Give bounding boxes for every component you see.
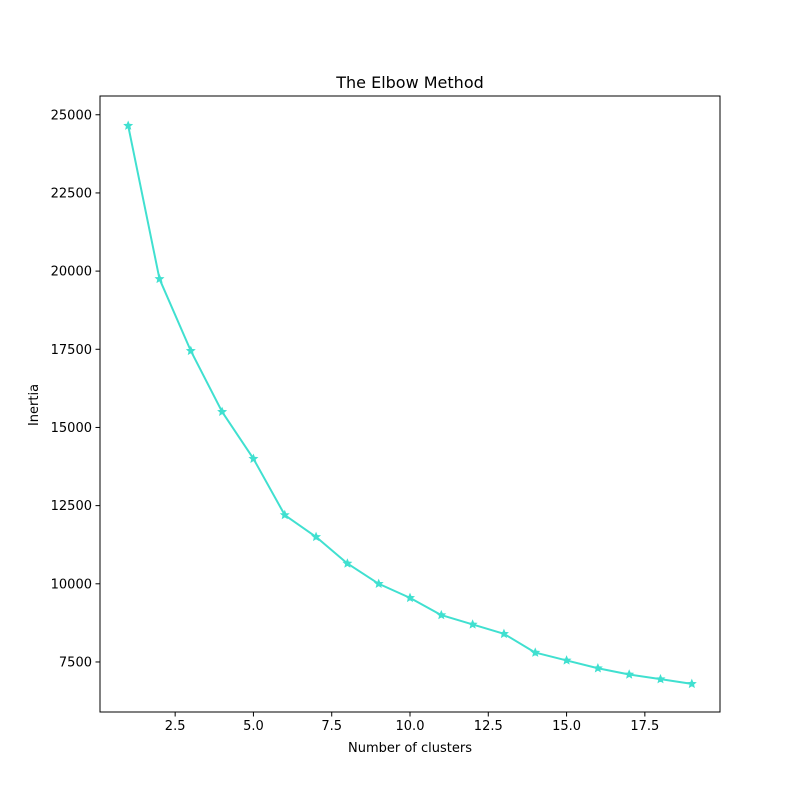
x-tick-label: 2.5 (165, 719, 186, 734)
data-point-star (311, 531, 322, 542)
data-point-star (436, 609, 447, 620)
data-point-star (279, 509, 290, 520)
data-point-star (592, 662, 603, 673)
x-tick-label: 15.0 (552, 719, 581, 734)
data-point-star (498, 628, 509, 639)
data-point-star (530, 647, 541, 657)
y-tick-label: 15000 (51, 421, 92, 436)
data-point-star (405, 592, 415, 603)
data-point-star (624, 669, 635, 679)
data-point-star (154, 273, 165, 284)
y-tick-label: 12500 (51, 499, 92, 514)
y-tick-label: 17500 (51, 343, 92, 358)
y-tick-label: 7500 (59, 655, 92, 670)
x-tick-label: 7.5 (321, 719, 342, 734)
chart-title: The Elbow Method (335, 73, 484, 92)
x-tick-label: 10.0 (396, 719, 425, 734)
data-point-star (248, 453, 259, 463)
data-point-star (217, 406, 228, 417)
data-point-star (686, 678, 697, 689)
data-point-star (123, 120, 134, 130)
data-point-star (467, 619, 478, 629)
data-point-star (342, 558, 353, 568)
x-tick-label: 12.5 (474, 719, 503, 734)
plot-area: 2.5 5.0 7.5 10.0 12.5 15.0 17.5 7500 10000 12500 1… (51, 95, 721, 734)
y-axis-label: Inertia (27, 384, 42, 426)
data-point-star (655, 673, 666, 684)
y-tick-label: 25000 (51, 108, 92, 123)
x-tick-label: 5.0 (243, 719, 264, 734)
data-point-star (185, 345, 196, 356)
y-tick-label: 20000 (51, 265, 92, 280)
x-axis-label: Number of clusters (348, 741, 472, 756)
y-tick-label: 10000 (51, 577, 92, 592)
y-tick-label: 22500 (51, 186, 92, 201)
data-point-star (373, 578, 384, 589)
data-point-star (561, 655, 572, 665)
x-tick-label: 17.5 (630, 719, 659, 734)
